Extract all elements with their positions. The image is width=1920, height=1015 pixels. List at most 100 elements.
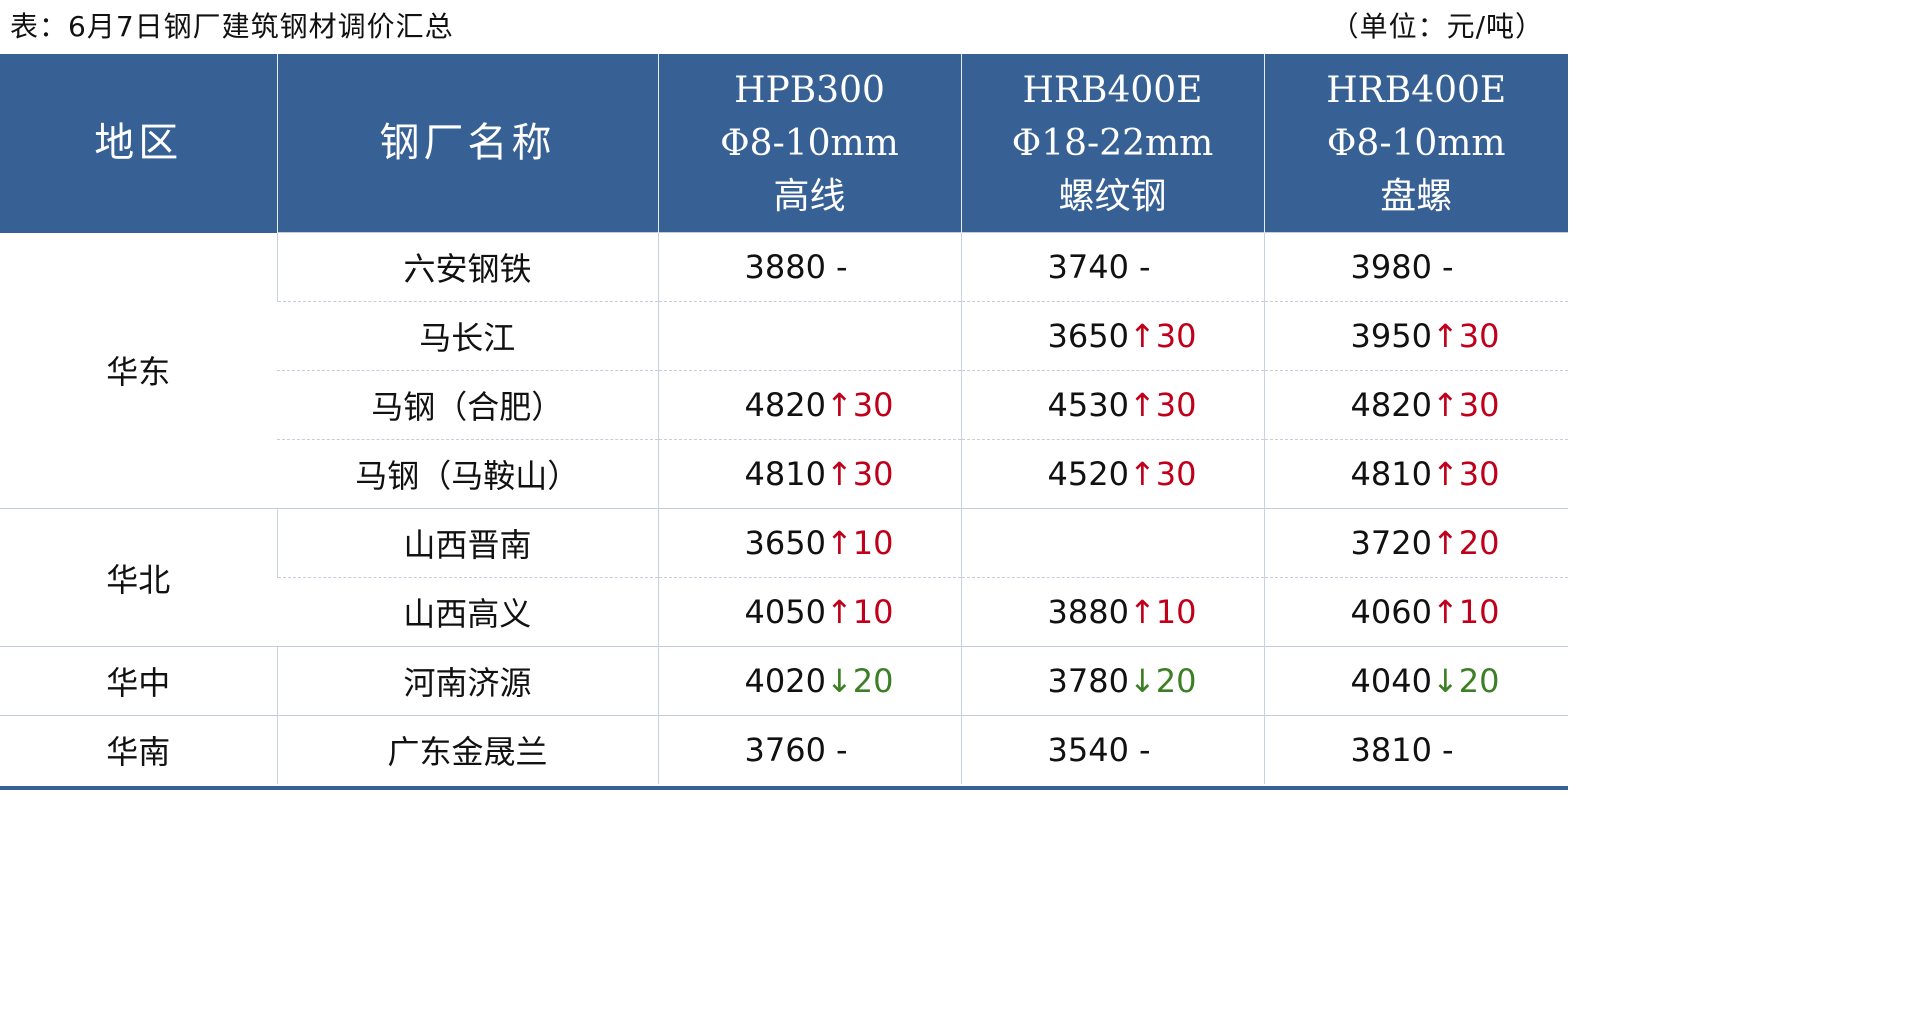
price-change: 10: [1155, 593, 1197, 631]
price-cell: 3950↑30: [1263, 301, 1568, 371]
arrow-up-icon: ↑: [1431, 524, 1459, 562]
price-value: 3720: [1350, 524, 1432, 562]
mill-name-cell: 马长江: [277, 301, 658, 371]
price-value: 4040: [1350, 662, 1432, 700]
price-cell: 3880-: [657, 232, 961, 302]
table-caption: 表：6月7日钢厂建筑钢材调价汇总: [10, 10, 454, 43]
price-cell: 4530↑30: [960, 370, 1264, 440]
price-change: 20: [1155, 662, 1197, 700]
price-value: 4820: [1350, 386, 1432, 424]
table-row: 华北 山西晋南 3650↑10 3720↑20: [0, 508, 1568, 647]
mill-name-cell: 河南济源: [276, 646, 658, 716]
bottom-rule: [0, 786, 1568, 790]
unit-note: （单位：元/吨）: [1330, 10, 1544, 43]
price-value: 4530: [1047, 386, 1129, 424]
price-value: 4810: [1350, 455, 1432, 493]
price-change: 30: [1155, 386, 1197, 424]
header-row: 地区 钢厂名称 HPB300 Φ8-10mm 高线 HRB400E Φ18-22…: [0, 54, 1568, 233]
arrow-up-icon: ↑: [1128, 593, 1156, 631]
table-row: 山西高义 4050↑10 3880↑10 4060↑10: [0, 577, 1568, 647]
arrow-up-icon: ↑: [1431, 386, 1459, 424]
price-change: 30: [852, 386, 894, 424]
table-row: 华南 广东金晟兰 3760-3540-3810-: [0, 715, 1568, 784]
header-grade: HRB400E: [1326, 69, 1507, 111]
price-change: 30: [1458, 455, 1500, 493]
arrow-up-icon: ↑: [825, 593, 853, 631]
price-change: 30: [1458, 317, 1500, 355]
price-cell: 4810↑30: [1263, 439, 1568, 509]
price-value: 3780: [1047, 662, 1129, 700]
price-cell: 4040↓20: [1263, 646, 1568, 716]
table-row: 马钢（合肥） 4820↑30 4530↑30 4820↑30: [0, 370, 1568, 440]
price-change: 20: [1458, 662, 1500, 700]
price-change: -: [1441, 731, 1454, 769]
price-change: 30: [1155, 455, 1197, 493]
price-change: 10: [852, 593, 894, 631]
price-cell: 4820↑30: [1263, 370, 1568, 440]
price-change: -: [1138, 731, 1151, 769]
price-change: 20: [1458, 524, 1500, 562]
arrow-up-icon: ↑: [1431, 317, 1459, 355]
header-product: 盘螺: [1380, 175, 1453, 217]
price-cell: 3980-: [1263, 232, 1568, 302]
price-value: 3740: [1047, 248, 1129, 286]
header-hrb400e-coil: HRB400E Φ8-10mm 盘螺: [1263, 54, 1568, 233]
price-cell: 3760-: [657, 715, 961, 784]
price-cell: 3720↑20: [1263, 508, 1568, 578]
price-change: 30: [1458, 386, 1500, 424]
price-value: 3650: [1047, 317, 1129, 355]
arrow-up-icon: ↑: [1431, 593, 1459, 631]
mill-name-cell: 山西晋南: [276, 508, 658, 578]
table-body: 华东 六安钢铁 3880-3740-3980- 马长江 3650↑30 3950↑30 马钢…: [0, 232, 1568, 784]
price-cell: [960, 508, 1264, 578]
mill-name-cell: 山西高义: [277, 577, 658, 647]
price-cell: 4820↑30: [657, 370, 961, 440]
arrow-up-icon: ↑: [1128, 455, 1156, 493]
arrow-up-icon: ↑: [1128, 317, 1156, 355]
price-summary-page: 表：6月7日钢厂建筑钢材调价汇总 （单位：元/吨） 地区 钢厂名称 HPB300…: [0, 10, 1568, 790]
price-cell: 4060↑10: [1263, 577, 1568, 647]
price-cell: 4810↑30: [657, 439, 961, 509]
price-value: 3880: [744, 248, 826, 286]
table-row: 马钢（马鞍山） 4810↑30 4520↑30 4810↑30: [0, 439, 1568, 509]
header-grade: HPB300: [734, 69, 885, 111]
arrow-up-icon: ↑: [825, 455, 853, 493]
price-cell: 3780↓20: [960, 646, 1264, 716]
price-value: 3540: [1047, 731, 1129, 769]
price-cell: 3740-: [960, 232, 1264, 302]
header-spec: Φ8-10mm: [720, 122, 899, 164]
arrow-up-icon: ↑: [825, 524, 853, 562]
price-table: 地区 钢厂名称 HPB300 Φ8-10mm 高线 HRB400E Φ18-22…: [0, 54, 1568, 784]
region-cell: 华北: [0, 508, 277, 647]
price-change: -: [1138, 248, 1151, 286]
price-value: 3810: [1350, 731, 1432, 769]
price-value: 3950: [1350, 317, 1432, 355]
price-value: 4520: [1047, 455, 1129, 493]
header-hpb300: HPB300 Φ8-10mm 高线: [657, 54, 961, 233]
price-change: -: [835, 731, 848, 769]
region-cell: 华南: [0, 715, 277, 784]
header-region: 地区: [0, 54, 277, 233]
price-value: 3980: [1350, 248, 1432, 286]
header-spec: Φ8-10mm: [1326, 122, 1506, 164]
price-value: 4820: [744, 386, 826, 424]
price-cell: 3650↑30: [960, 301, 1264, 371]
header-spec: Φ18-22mm: [1011, 122, 1214, 164]
mill-name-cell: 马钢（马鞍山）: [277, 439, 658, 509]
price-cell: 4520↑30: [960, 439, 1264, 509]
table-row: 华东 六安钢铁 3880-3740-3980-: [0, 232, 1568, 391]
price-value: 3880: [1047, 593, 1129, 631]
price-change: -: [835, 248, 848, 286]
price-cell: 3880↑10: [960, 577, 1264, 647]
arrow-down-icon: ↓: [1128, 662, 1156, 700]
price-cell: 3810-: [1263, 715, 1568, 784]
table-row: 华中 河南济源 4020↓20 3780↓20 4040↓20: [0, 646, 1568, 716]
header-grade: HRB400E: [1022, 69, 1203, 111]
mill-name-cell: 广东金晟兰: [276, 715, 658, 784]
price-change: 10: [1458, 593, 1500, 631]
arrow-up-icon: ↑: [1128, 386, 1156, 424]
price-value: 4050: [744, 593, 826, 631]
price-change: 30: [1155, 317, 1197, 355]
mill-name-cell: 六安钢铁: [276, 232, 658, 302]
price-value: 4810: [744, 455, 826, 493]
